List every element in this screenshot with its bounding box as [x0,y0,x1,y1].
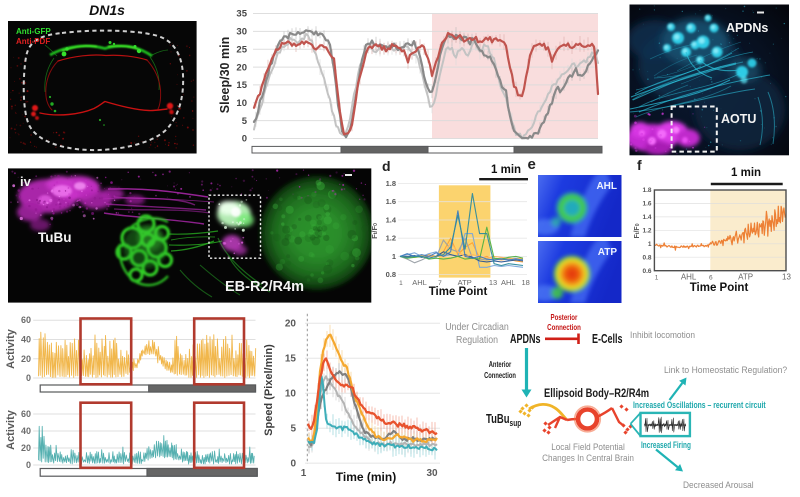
svg-text:1.6: 1.6 [642,201,651,208]
svg-text:20: 20 [21,354,31,364]
svg-text:30: 30 [426,468,438,479]
svg-text:AHL: AHL [596,181,617,192]
svg-text:1: 1 [655,275,659,282]
svg-text:1.8: 1.8 [642,187,651,194]
svg-text:1: 1 [648,241,652,248]
svg-text:40: 40 [21,335,31,345]
svg-text:TuBu: TuBu [38,230,72,245]
svg-text:1: 1 [392,252,396,261]
svg-text:0: 0 [26,373,31,383]
svg-text:60: 60 [21,315,31,325]
svg-text:40: 40 [21,426,31,436]
svg-text:18: 18 [522,278,530,287]
svg-text:1.8: 1.8 [386,179,396,188]
svg-text:AOTU: AOTU [721,112,756,126]
svg-text:13: 13 [489,278,497,287]
svg-text:AHL: AHL [501,278,516,287]
svg-text:ATP: ATP [738,273,753,282]
svg-text:AHL: AHL [412,278,427,287]
svg-text:1: 1 [399,280,403,287]
svg-text:iv: iv [20,174,32,189]
svg-text:35: 35 [236,9,247,20]
svg-text:1.4: 1.4 [386,216,397,225]
svg-text:15: 15 [285,353,297,364]
svg-text:7: 7 [438,280,442,287]
svg-text:1.2: 1.2 [642,228,651,235]
svg-text:10: 10 [285,388,297,399]
svg-text:ATP: ATP [598,247,618,258]
svg-text:EB-R2/R4m: EB-R2/R4m [225,279,304,295]
svg-text:0.6: 0.6 [642,268,651,275]
svg-text:13: 13 [782,273,791,282]
svg-text:0: 0 [26,460,31,470]
svg-text:20: 20 [285,319,297,330]
svg-text:25: 25 [236,44,247,55]
svg-text:Anti-PDF: Anti-PDF [16,37,50,46]
svg-text:0: 0 [242,134,247,145]
svg-text:APDNs: APDNs [726,21,768,35]
svg-text:20: 20 [21,443,31,453]
svg-text:6: 6 [709,275,713,282]
svg-text:20: 20 [236,62,247,73]
svg-text:1.4: 1.4 [642,214,651,221]
svg-text:0: 0 [290,458,296,469]
svg-text:1.2: 1.2 [386,234,396,243]
svg-text:60: 60 [21,409,31,419]
svg-text:30: 30 [236,27,247,38]
svg-text:ATP: ATP [458,278,472,287]
svg-text:0.8: 0.8 [642,254,651,261]
svg-text:10: 10 [236,98,247,109]
svg-text:15: 15 [236,80,247,91]
svg-text:Anti-GFP: Anti-GFP [16,27,51,36]
svg-text:AHL: AHL [681,273,697,282]
svg-text:0.8: 0.8 [386,270,396,279]
svg-text:1.6: 1.6 [386,197,396,206]
svg-text:1: 1 [301,468,307,479]
svg-text:5: 5 [242,116,248,127]
svg-text:5: 5 [290,423,296,434]
